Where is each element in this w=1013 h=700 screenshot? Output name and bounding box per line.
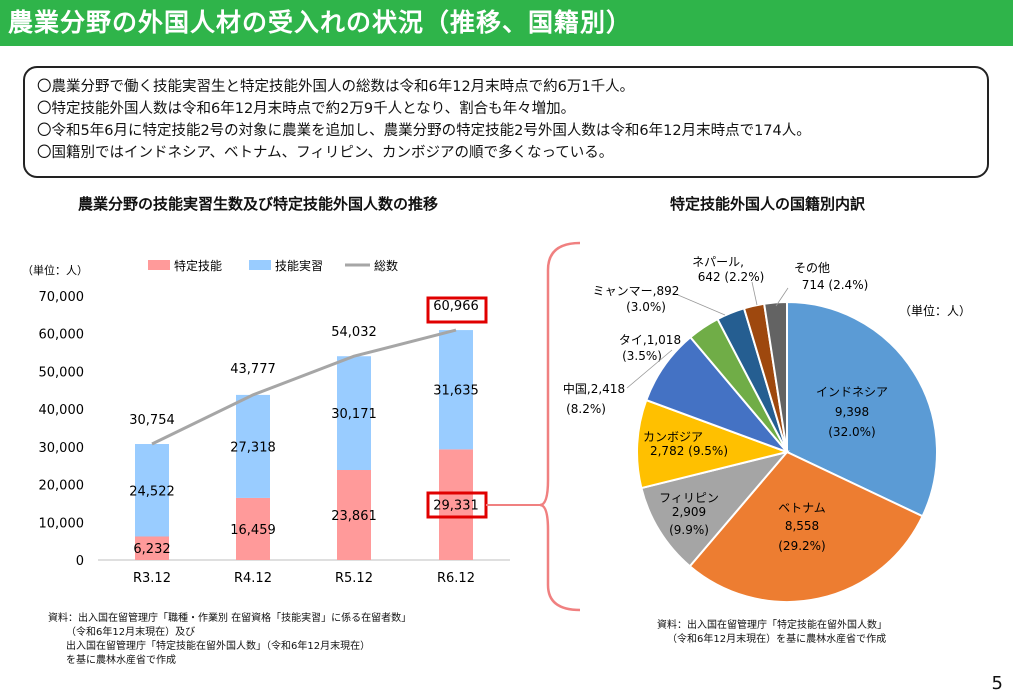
leader-line: [775, 287, 789, 307]
leader-line: [677, 294, 726, 316]
bar-ginou: [439, 330, 473, 450]
y-tick-label: 50,000: [39, 365, 85, 380]
x-tick-label: R5.12: [335, 571, 373, 586]
bar-tokutei: [439, 449, 473, 560]
summary-line: 〇令和5年6月に特定技能2号の対象に農業を追加し、農業分野の特定技能2号外国人数…: [37, 123, 811, 139]
data-label-tokutei: 29,331: [433, 499, 479, 514]
pie-data-label: 2,782 (9.5%): [650, 444, 728, 458]
legend-swatch-tokutei: [148, 260, 170, 270]
y-tick-label: 40,000: [39, 403, 85, 418]
y-tick-label: 20,000: [39, 479, 85, 494]
note-line: 資料：出入国在留管理庁「特定技能在留外国人数」: [657, 620, 887, 631]
note-line: 資料：出入国在留管理庁「職種・作業別 在留資格「技能実習」に係る在留者数」: [48, 613, 412, 624]
bar-ginou: [337, 356, 371, 471]
data-label-total: 60,966: [433, 299, 479, 314]
pie-data-label: タイ,1,018: [619, 333, 681, 347]
bar-ginou: [135, 444, 169, 537]
data-label-tokutei: 23,861: [331, 509, 377, 524]
pie-unit-label: （単位：人）: [899, 303, 971, 318]
highlight-box-total: [426, 296, 488, 324]
leader-line: [626, 349, 673, 389]
pie-data-label: (3.0%): [626, 300, 666, 314]
data-label-total: 54,032: [331, 325, 377, 340]
brace: [539, 241, 581, 612]
data-label-total: 43,777: [230, 362, 276, 377]
bar-tokutei: [337, 470, 371, 560]
y-tick-label: 70,000: [39, 290, 85, 305]
slide-title: 農業分野の外国人材の受入れの状況（推移、国籍別）: [0, 0, 1013, 46]
pie-source-note: 資料：出入国在留管理庁「特定技能在留外国人数」 （令和6年12月末現在）を基に農…: [657, 619, 887, 647]
pie-data-label: ベトナム: [778, 501, 826, 515]
data-label-tokutei: 6,232: [133, 542, 170, 557]
pie-data-label: 642 (2.2%): [698, 270, 765, 284]
bar-source-note: 資料：出入国在留管理庁「職種・作業別 在留資格「技能実習」に係る在留者数」 （令…: [48, 612, 411, 668]
pie-slice: [688, 450, 924, 603]
y-tick-label: 60,000: [39, 328, 85, 343]
pie-data-label: (32.0%): [828, 425, 875, 439]
pie-data-label: 8,558: [785, 519, 819, 533]
summary-box: 〇農業分野で働く技能実習生と特定技能外国人の総数は令和6年12月末時点で約6万1…: [23, 66, 989, 178]
legend-label: 特定技能: [174, 258, 222, 273]
pie-data-label: (3.5%): [622, 349, 662, 363]
pie-slice: [636, 398, 791, 490]
data-label-ginou: 27,318: [230, 440, 276, 455]
y-tick-label: 30,000: [39, 441, 85, 456]
legend-label: 技能実習: [275, 258, 323, 273]
pie-data-label: インドネシア: [816, 385, 888, 399]
pie-data-label: 中国,2,418: [563, 381, 625, 396]
note-line: （令和6年12月末現在）を基に農林水産省で作成: [667, 634, 887, 645]
bar-tokutei: [135, 536, 169, 560]
pie-slice: [786, 300, 938, 518]
pie-slice: [640, 450, 790, 568]
pie-data-label: 2,909: [672, 505, 706, 519]
data-label-ginou: 30,171: [331, 407, 377, 422]
pie-data-label: ミャンマー,892: [593, 284, 680, 298]
leader-line: [751, 281, 758, 306]
pie-data-label: フィリピン: [659, 491, 719, 505]
legend-label: 総数: [374, 258, 398, 273]
data-label-ginou: 24,522: [129, 484, 175, 499]
summary-line: 〇農業分野で働く技能実習生と特定技能外国人の総数は令和6年12月末時点で約6万1…: [37, 79, 635, 95]
bar-tokutei: [236, 497, 270, 560]
pie-data-label: 9,398: [835, 405, 869, 419]
unit-label: （単位：人）: [22, 263, 88, 277]
y-tick-label: 0: [76, 554, 84, 569]
x-tick-label: R3.12: [133, 571, 171, 586]
summary-line: 〇国籍別ではインドネシア、ベトナム、フィリピン、カンボジアの順で多くなっている。: [37, 145, 614, 161]
data-label-ginou: 31,635: [433, 384, 479, 399]
bar-chart-heading: 農業分野の技能実習生数及び特定技能外国人数の推移: [78, 195, 439, 213]
pie-data-label: (9.9%): [669, 523, 709, 537]
note-line: を基に農林水産省で作成: [66, 655, 176, 666]
bar-ginou: [236, 394, 270, 498]
note-line: 出入国在留管理庁「特定技能在留外国人数」（令和6年12月末現在）: [66, 641, 371, 652]
x-tick-label: R4.12: [234, 571, 272, 586]
data-label-tokutei: 16,459: [230, 523, 276, 538]
pie-data-label: その他: [794, 261, 830, 275]
pie-data-label: 714 (2.4%): [802, 278, 869, 292]
summary-line: 〇特定技能外国人数は令和6年12月末時点で約2万9千人となり、割合も年々増加。: [37, 101, 576, 117]
pie-data-label: (29.2%): [778, 539, 825, 553]
data-label-total: 30,754: [129, 413, 175, 428]
pie-data-label: (8.2%): [566, 402, 606, 416]
pie-data-label: カンボジア: [643, 430, 703, 444]
pie-data-label: ネパール,: [692, 255, 744, 269]
x-tick-label: R6.12: [437, 571, 475, 586]
note-line: （令和6年12月末現在）及び: [66, 627, 196, 638]
pie-slice: [763, 300, 788, 453]
legend-swatch-ginou: [249, 260, 271, 270]
page-number: 5: [991, 673, 1003, 694]
pie-chart-heading: 特定技能外国人の国籍別内訳: [670, 195, 866, 213]
total-line: [151, 328, 457, 446]
y-tick-label: 10,000: [39, 516, 85, 531]
